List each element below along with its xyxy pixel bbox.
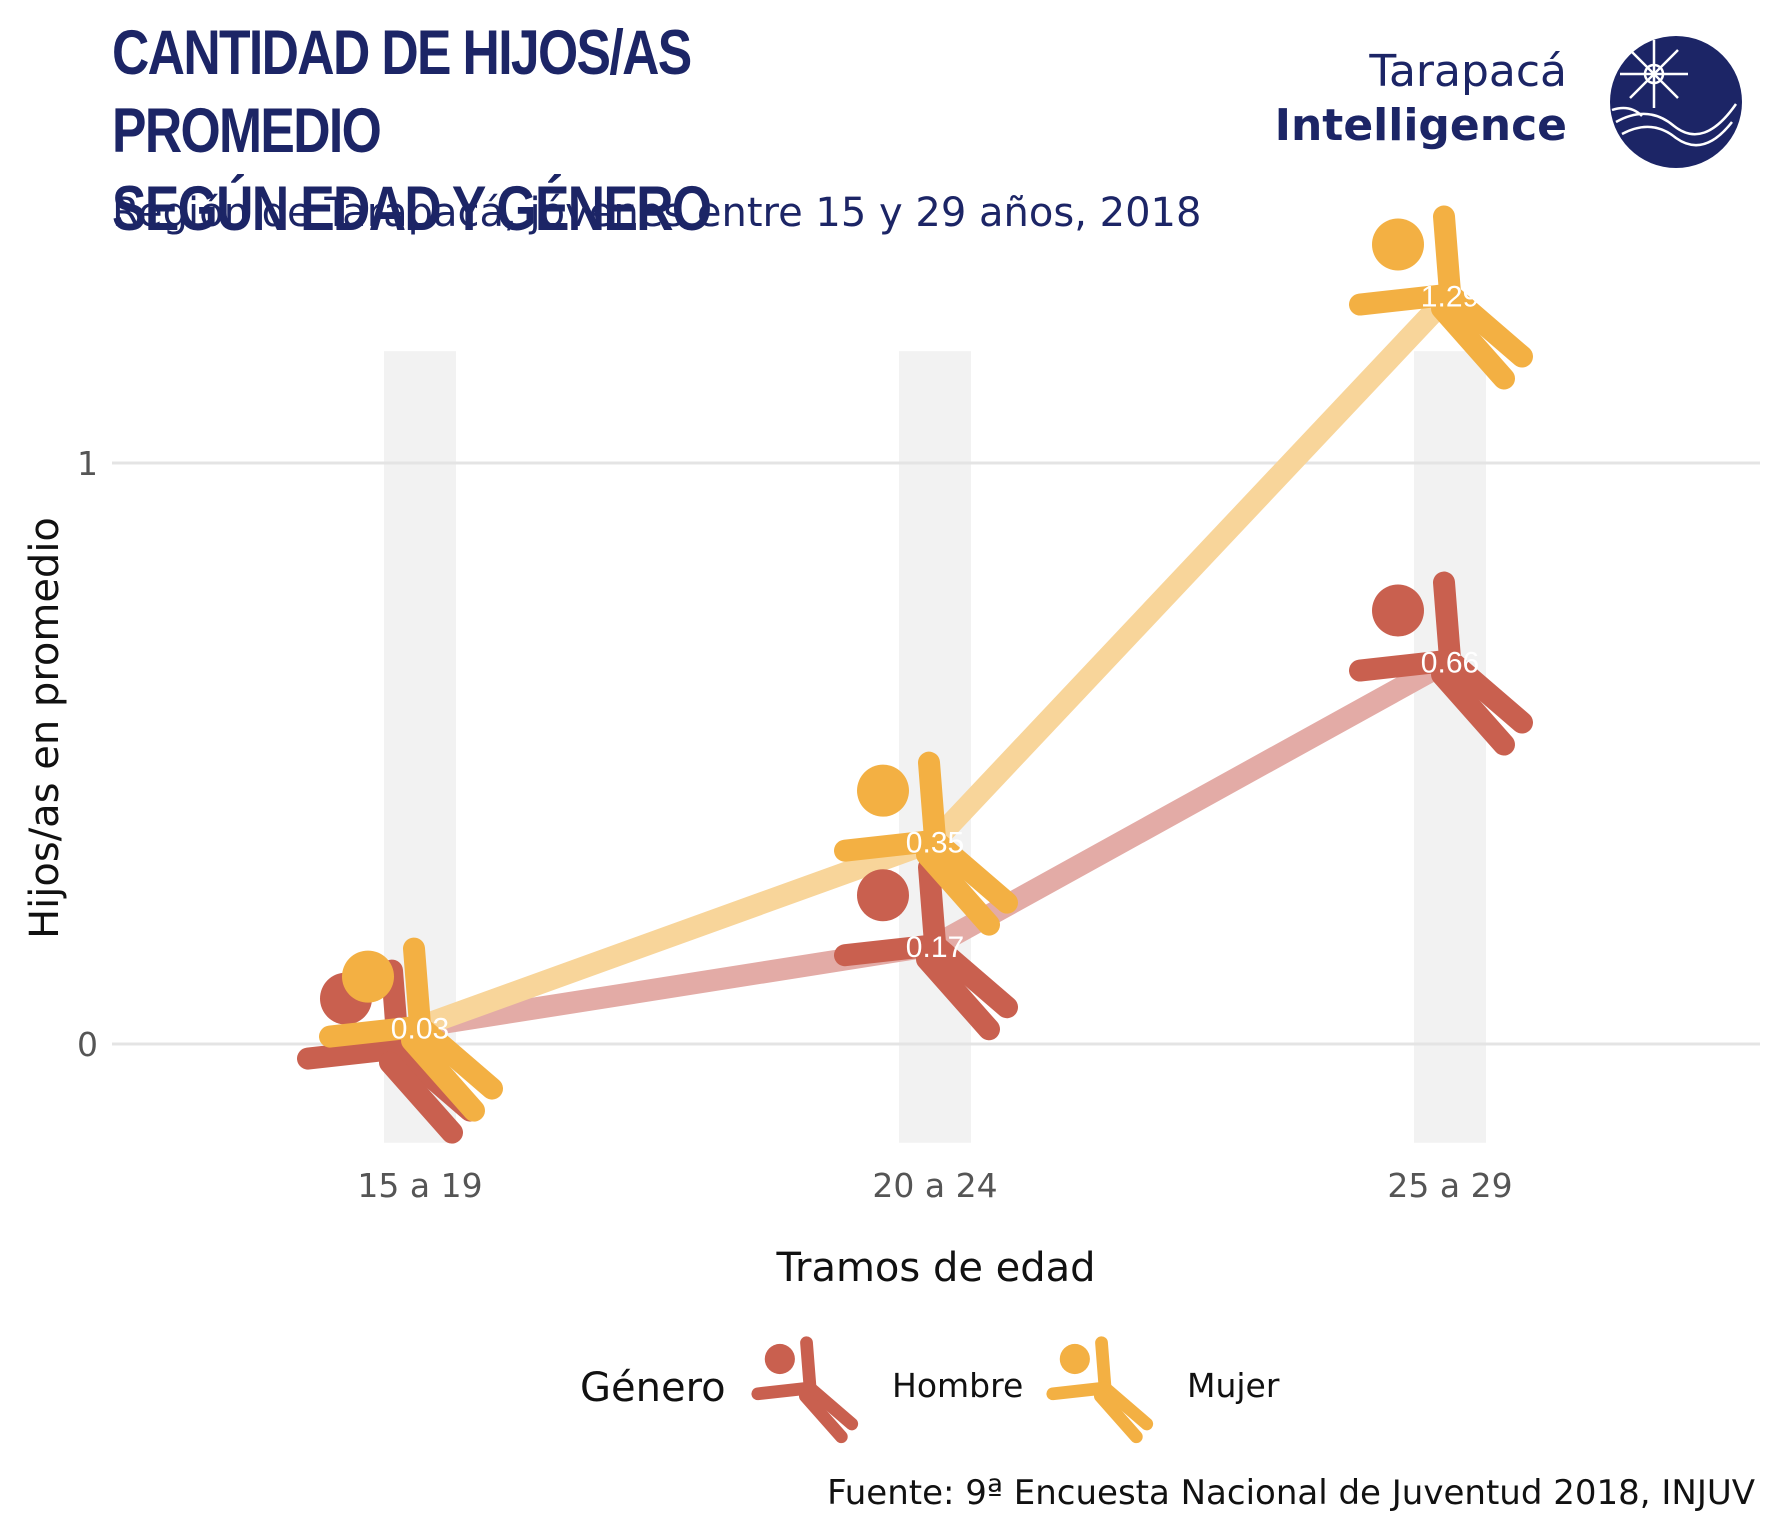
logo-text-intelligence: Intelligence xyxy=(1274,100,1567,151)
legend: Género Hombre Mujer xyxy=(580,1336,1280,1444)
person-icon xyxy=(834,856,1018,1041)
person-icon xyxy=(834,751,1018,936)
source-note: Fuente: 9ª Encuesta Nacional de Juventud… xyxy=(827,1473,1755,1513)
data-label: 1.29 xyxy=(1421,281,1479,314)
category-band xyxy=(1414,351,1486,1143)
logo-text-tarapaca: Tarapacá xyxy=(1369,46,1567,97)
data-label: 0.35 xyxy=(906,827,964,860)
data-labels: 0.17 0.66 0.03 0.35 1.29 xyxy=(391,281,1479,1046)
chart-subtitle: Región de Tarapacá, jóvenes entre 15 y 2… xyxy=(112,190,1202,236)
data-label: 0.03 xyxy=(391,1013,449,1046)
y-axis-label: Hijos/as en promedio xyxy=(22,517,68,939)
legend-person-icon xyxy=(751,1336,859,1444)
person-icon xyxy=(319,937,503,1122)
legend-item-label: Mujer xyxy=(1187,1366,1280,1405)
data-label: 0.17 xyxy=(906,931,964,964)
series-markers xyxy=(297,205,1533,1144)
person-icon xyxy=(1349,205,1533,390)
category-bands xyxy=(384,351,1486,1143)
y-tick-label: 0 xyxy=(77,1025,98,1064)
chart-title: CANTIDAD DE HIJOS/AS PROMEDIO SEGÚN EDAD… xyxy=(112,18,712,244)
x-tick-labels: 15 a 19 20 a 24 25 a 29 xyxy=(357,1166,1512,1205)
legend-person-icon xyxy=(1046,1336,1154,1444)
x-tick-label: 25 a 29 xyxy=(1387,1166,1512,1205)
legend-item-label: Hombre xyxy=(892,1366,1023,1405)
x-axis-label: Tramos de edad xyxy=(775,1245,1095,1291)
data-label: 0.66 xyxy=(1421,647,1479,680)
legend-title: Género xyxy=(580,1365,726,1411)
x-tick-label: 15 a 19 xyxy=(357,1166,482,1205)
y-tick-labels: 01 xyxy=(77,444,98,1064)
category-band xyxy=(899,351,971,1143)
y-tick-label: 1 xyxy=(77,444,98,483)
globe-logo-icon xyxy=(1610,36,1742,168)
x-tick-label: 20 a 24 xyxy=(872,1166,997,1205)
person-icon xyxy=(1349,571,1533,756)
